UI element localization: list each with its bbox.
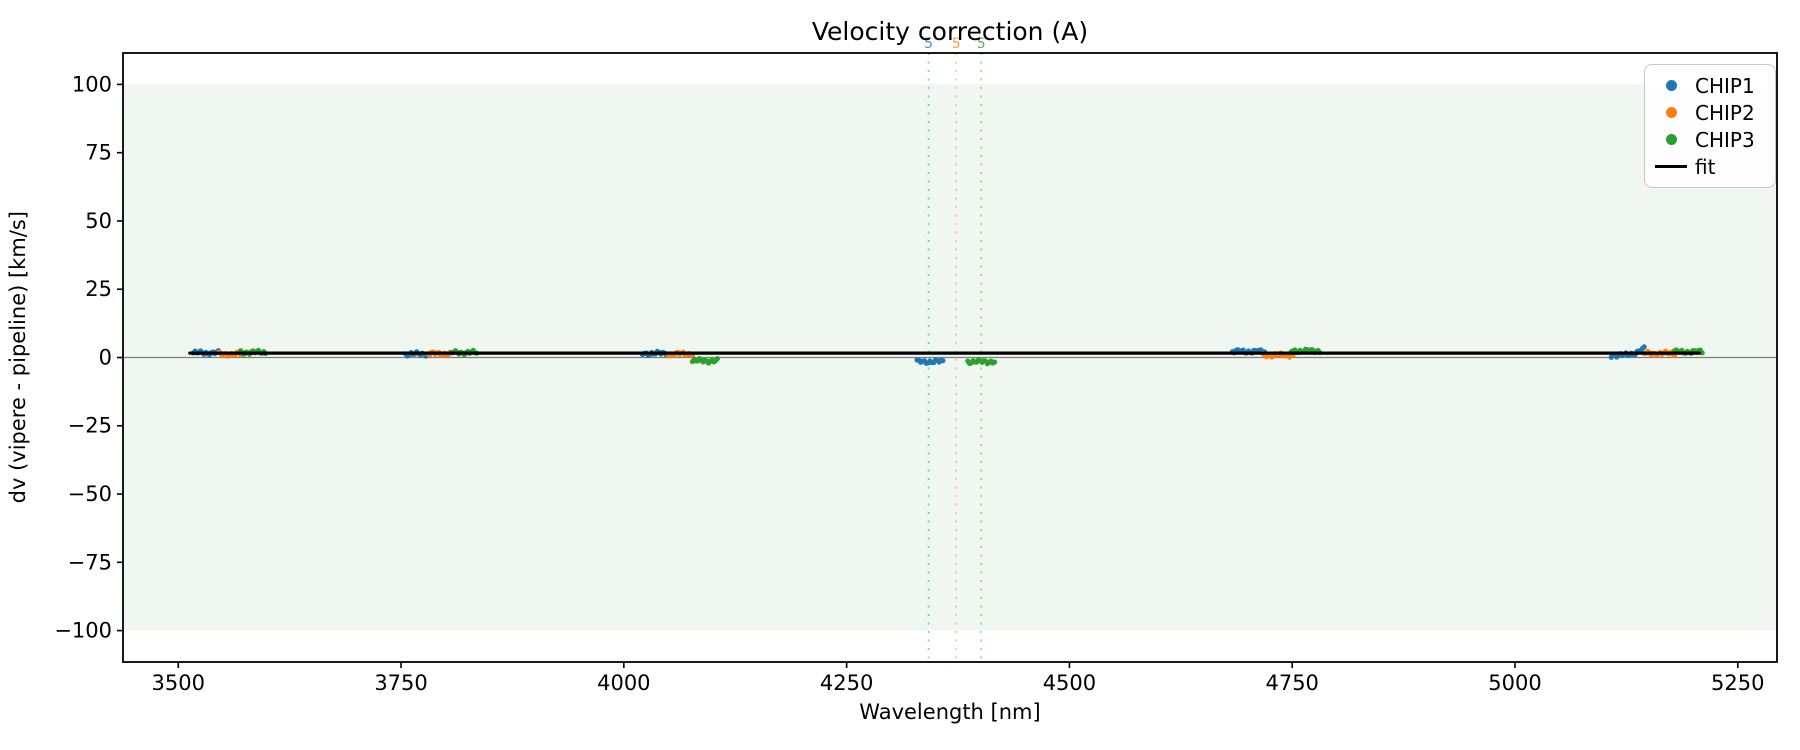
legend-label-chip1: CHIP1: [1695, 73, 1755, 98]
data-point: [1641, 344, 1647, 350]
y-axis-label-wrap: dv (vipere - pipeline) [km/s]: [6, 53, 30, 662]
y-tick-label: 50: [85, 209, 112, 233]
x-tick-label: 5250: [1711, 671, 1764, 695]
chip3-dot-icon: [1665, 134, 1677, 145]
y-tick-label: −100: [54, 619, 112, 643]
order-boundary-label-3: 5: [977, 36, 986, 52]
y-tick-label: −75: [68, 550, 112, 574]
x-tick-label: 5000: [1488, 671, 1541, 695]
order-boundary-label-1: 5: [924, 36, 933, 52]
y-tick-label: 75: [85, 141, 112, 165]
legend-swatch-col: [1655, 107, 1687, 118]
x-tick-label: 3500: [152, 671, 205, 695]
x-tick-label: 4250: [820, 671, 873, 695]
chip1-dot-icon: [1665, 80, 1677, 91]
fit-line-icon: [1655, 165, 1687, 168]
legend: CHIP1 CHIP2 CHIP3 fit: [1644, 64, 1776, 188]
x-tick-label: 3750: [374, 671, 427, 695]
data-point: [940, 358, 946, 364]
legend-item-chip3: CHIP3: [1655, 126, 1765, 153]
legend-swatch-col: [1655, 80, 1687, 91]
legend-item-chip1: CHIP1: [1655, 72, 1765, 99]
legend-label-fit: fit: [1695, 154, 1716, 179]
data-point: [714, 356, 721, 362]
y-tick-label: 0: [99, 345, 112, 369]
y-tick-label: 100: [72, 72, 112, 96]
y-axis-ticks: −100 −75 −50 −25 0 25 50 75 100: [54, 72, 123, 643]
y-axis-label: dv (vipere - pipeline) [km/s]: [6, 211, 30, 504]
legend-swatch-col: [1655, 165, 1687, 168]
legend-label-chip3: CHIP3: [1695, 127, 1755, 152]
x-axis-ticks: 3500 3750 4000 4250 4500 4750 5000 5250: [152, 662, 1765, 695]
y-tick-label: −50: [68, 482, 112, 506]
legend-item-fit: fit: [1655, 153, 1765, 180]
y-tick-label: 25: [85, 277, 112, 301]
x-tick-label: 4500: [1043, 671, 1096, 695]
x-tick-label: 4000: [597, 671, 650, 695]
legend-label-chip2: CHIP2: [1695, 100, 1755, 125]
data-point: [991, 359, 998, 365]
x-tick-label: 4750: [1265, 671, 1318, 695]
data-point: [1699, 350, 1705, 356]
chart-title: Velocity correction (A): [811, 17, 1089, 46]
order-boundary-label-2: 5: [952, 36, 961, 52]
y-tick-label: −25: [68, 414, 112, 438]
chip2-dot-icon: [1665, 107, 1677, 118]
legend-swatch-col: [1655, 134, 1687, 145]
legend-item-chip2: CHIP2: [1655, 99, 1765, 126]
x-axis-label: Wavelength [nm]: [859, 700, 1041, 724]
